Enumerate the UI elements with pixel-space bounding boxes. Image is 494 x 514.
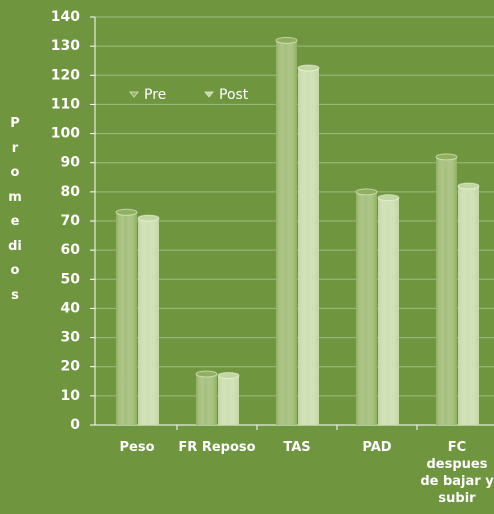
bar-top	[377, 194, 400, 202]
bar-shine	[218, 375, 239, 425]
y-tick-label: 20	[61, 359, 81, 375]
y-tick-label: 90	[61, 155, 81, 171]
bar-shine	[196, 374, 217, 425]
bar-shine	[378, 197, 399, 425]
x-tick-label: FC despues de bajar y subir	[420, 440, 494, 506]
y-tick-label: 0	[70, 417, 80, 433]
y-tick-label: 100	[51, 126, 80, 142]
y-tick-label: 70	[61, 213, 81, 229]
x-tick-label: PAD	[362, 440, 392, 455]
x-tick-label: TAS	[283, 440, 311, 455]
legend-swatch	[128, 91, 140, 98]
x-tick-label: Peso	[119, 440, 155, 455]
y-tick-label: 120	[51, 67, 80, 83]
bar-top	[435, 153, 458, 161]
bar-shine	[116, 212, 137, 425]
bar-shine	[458, 186, 479, 425]
bar-top	[137, 214, 160, 222]
y-tick-label: 10	[61, 388, 81, 404]
y-tick-label: 110	[51, 96, 80, 112]
legend-label: Pre	[144, 87, 166, 103]
y-tick-label: 60	[61, 242, 81, 258]
y-tick-label: 140	[51, 9, 80, 25]
bar-top	[297, 64, 320, 72]
y-tick-label: 50	[61, 271, 81, 287]
bar-top	[115, 208, 138, 216]
legend-label: Post	[219, 87, 249, 103]
bar-shine	[298, 68, 319, 425]
bar-top	[195, 370, 218, 378]
y-tick-label: 40	[61, 300, 81, 316]
bar-shine	[276, 40, 297, 426]
legend-swatch	[203, 91, 215, 98]
bar-shine	[436, 156, 457, 425]
bar-shine	[356, 191, 377, 425]
bar-top	[217, 371, 240, 379]
bar-shine	[138, 218, 159, 425]
x-tick-label: FR Reposo	[178, 440, 256, 455]
y-axis-label: Promedios	[8, 116, 22, 303]
bar-top	[355, 188, 378, 196]
bar-top	[275, 36, 298, 44]
bar-top	[457, 182, 480, 190]
y-tick-label: 30	[61, 330, 81, 346]
y-tick-label: 80	[61, 184, 81, 200]
y-tick-label: 130	[51, 38, 80, 54]
